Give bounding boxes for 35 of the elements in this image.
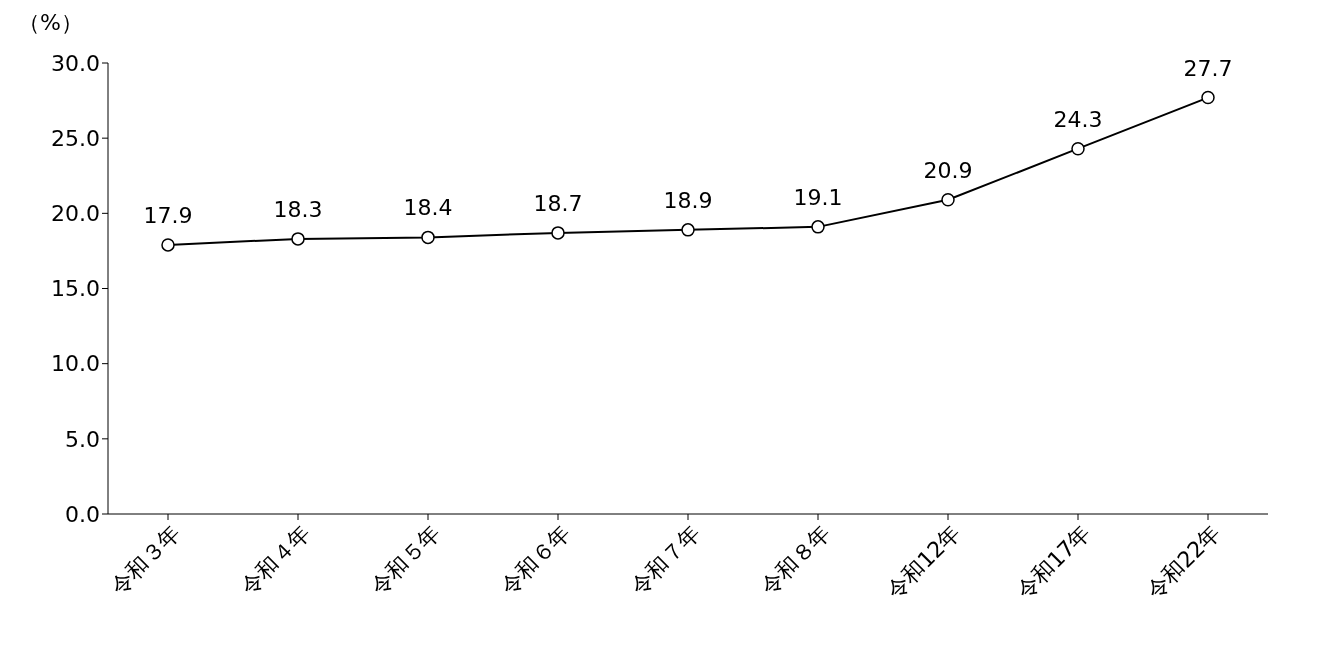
x-tick-label: 令和４年 xyxy=(235,519,316,600)
x-tick-label: 令和５年 xyxy=(365,519,446,600)
y-tick-label: 5.0 xyxy=(65,426,100,452)
point xyxy=(291,232,305,246)
data-label: 18.4 xyxy=(403,195,453,221)
point xyxy=(681,223,695,237)
y-tick-label: 25.0 xyxy=(51,125,100,151)
data-label: 18.3 xyxy=(273,196,323,222)
data-label: 27.7 xyxy=(1183,55,1233,81)
data-label: 18.9 xyxy=(663,187,713,213)
y-tick-label: 20.0 xyxy=(51,201,100,227)
x-tick-label: 令和22年 xyxy=(1141,519,1226,604)
data-label: 20.9 xyxy=(923,157,973,183)
data-label: 19.1 xyxy=(793,184,843,210)
data-label: 17.9 xyxy=(143,202,193,228)
y-tick-label: 30.0 xyxy=(51,50,100,76)
point xyxy=(1071,141,1085,156)
x-tick-label: 令和17年 xyxy=(1011,519,1096,604)
y-tick-label: 0.0 xyxy=(65,501,100,527)
point xyxy=(161,238,175,252)
point xyxy=(551,226,565,240)
data-label: 18.7 xyxy=(533,190,583,216)
x-tick-label: 令和８年 xyxy=(755,519,836,600)
y-tick-label: 15.0 xyxy=(51,276,100,302)
x-tick-label: 令和６年 xyxy=(495,519,576,600)
data-label: 24.3 xyxy=(1053,106,1103,132)
x-tick-label: 令和12年 xyxy=(881,519,966,604)
point xyxy=(421,230,435,245)
x-tick-label: 令和７年 xyxy=(625,519,706,600)
y-tick-label: 10.0 xyxy=(51,351,100,377)
y-axis-title: （%） xyxy=(18,9,83,37)
point xyxy=(811,220,825,234)
point xyxy=(1201,90,1215,105)
point xyxy=(941,193,955,207)
x-tick-label: 令和３年 xyxy=(105,519,186,600)
